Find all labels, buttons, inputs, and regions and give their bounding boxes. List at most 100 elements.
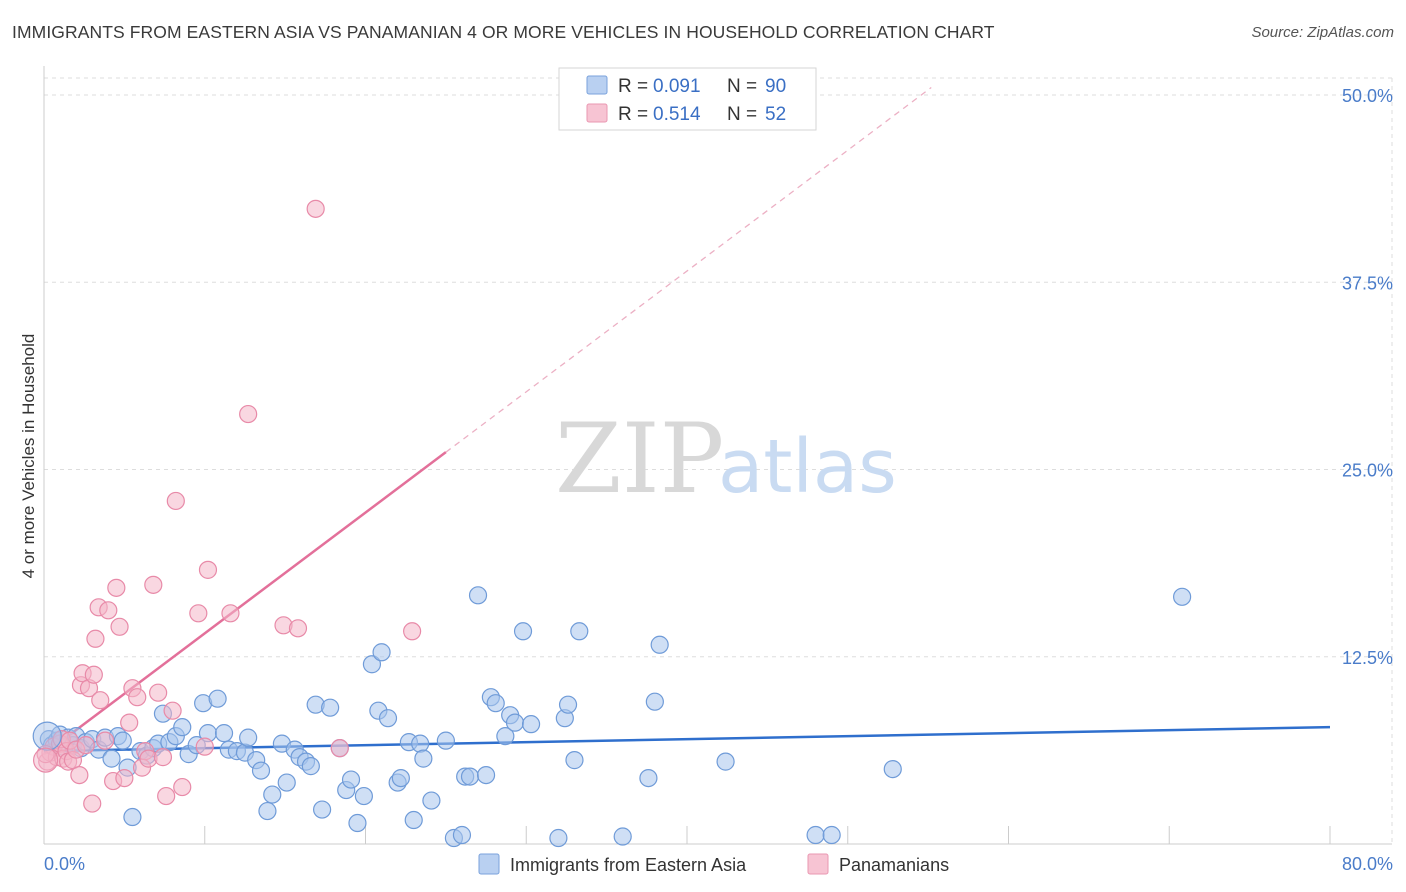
point-eastern-asia bbox=[822, 825, 841, 845]
point-panamanian bbox=[166, 491, 185, 511]
point-eastern-asia bbox=[570, 622, 589, 641]
legend-n-value-2: 52 bbox=[765, 104, 786, 125]
point-panamanian bbox=[128, 688, 147, 707]
point-eastern-asia bbox=[208, 689, 227, 708]
point-eastern-asia bbox=[214, 724, 234, 743]
point-eastern-asia bbox=[277, 773, 296, 792]
point-eastern-asia bbox=[414, 749, 433, 768]
point-eastern-asia bbox=[436, 731, 455, 750]
series-swatch-blue bbox=[478, 853, 500, 875]
y-tick-label: 25.0% bbox=[1342, 461, 1393, 481]
point-eastern-asia bbox=[806, 825, 825, 845]
y-tick-labels: 12.5% 25.0% 37.5% 50.0% bbox=[1342, 86, 1393, 668]
point-eastern-asia bbox=[513, 622, 533, 641]
point-panamanian bbox=[110, 617, 129, 636]
trend-line-eastern-asia bbox=[43, 725, 1331, 753]
point-eastern-asia bbox=[239, 728, 258, 747]
point-eastern-asia bbox=[613, 827, 632, 846]
point-eastern-asia bbox=[650, 635, 669, 654]
point-panamanian bbox=[306, 199, 325, 218]
series-legend: Immigrants from Eastern Asia Panamanians bbox=[478, 853, 949, 875]
y-axis-label: 4 or more Vehicles in Household bbox=[19, 334, 38, 579]
chart-title: IMMIGRANTS FROM EASTERN ASIA VS PANAMANI… bbox=[12, 22, 995, 42]
point-panamanian bbox=[107, 578, 126, 597]
x-tick-labels: 0.0% 80.0% bbox=[44, 854, 1393, 874]
point-eastern-asia bbox=[422, 791, 441, 810]
point-eastern-asia bbox=[32, 721, 62, 751]
point-eastern-asia bbox=[113, 731, 132, 750]
watermark: ZIP atlas bbox=[555, 403, 897, 515]
source-credit: Source: ZipAtlas.com bbox=[1251, 24, 1394, 41]
point-panamanian bbox=[33, 747, 59, 773]
point-eastern-asia bbox=[173, 718, 192, 737]
point-panamanian bbox=[83, 794, 102, 813]
legend-swatch-pink bbox=[586, 103, 608, 123]
point-panamanian bbox=[120, 713, 139, 732]
point-eastern-asia bbox=[468, 586, 488, 605]
legend-r-label-1: R = bbox=[618, 76, 648, 97]
point-eastern-asia bbox=[411, 734, 430, 753]
point-eastern-asia bbox=[486, 694, 505, 713]
point-panamanian bbox=[173, 777, 192, 797]
point-panamanian bbox=[153, 748, 173, 767]
point-panamanian bbox=[403, 622, 422, 641]
point-eastern-asia bbox=[391, 768, 410, 788]
data-points bbox=[32, 199, 1192, 848]
point-panamanian bbox=[91, 691, 110, 710]
point-eastern-asia bbox=[645, 692, 664, 711]
watermark-atlas: atlas bbox=[718, 424, 897, 510]
point-panamanian bbox=[195, 737, 214, 756]
trend-line-panamanians-projection bbox=[445, 86, 932, 453]
point-eastern-asia bbox=[452, 825, 472, 845]
point-panamanian bbox=[95, 731, 115, 750]
y-tick-label: 12.5% bbox=[1342, 648, 1393, 668]
legend-n-value-1: 90 bbox=[765, 76, 786, 97]
point-panamanian bbox=[144, 575, 163, 594]
point-panamanian bbox=[76, 736, 95, 755]
y-tick-label: 50.0% bbox=[1342, 86, 1393, 106]
legend-r-value-2: 0.514 bbox=[653, 104, 701, 125]
series-label-panamanians: Panamanians bbox=[839, 855, 949, 875]
point-eastern-asia bbox=[496, 727, 515, 746]
legend-n-label-1: N = bbox=[727, 76, 757, 97]
point-panamanian bbox=[70, 765, 89, 785]
point-eastern-asia bbox=[348, 813, 367, 833]
point-panamanian bbox=[288, 619, 308, 638]
point-eastern-asia bbox=[102, 749, 121, 768]
point-panamanian bbox=[115, 768, 134, 788]
point-eastern-asia bbox=[123, 807, 142, 827]
point-panamanian bbox=[198, 560, 218, 579]
trend-lines bbox=[43, 86, 1331, 756]
point-panamanian bbox=[163, 701, 182, 720]
point-eastern-asia bbox=[263, 785, 282, 804]
point-panamanian bbox=[84, 665, 103, 684]
x-tick-label: 80.0% bbox=[1342, 854, 1393, 874]
axes bbox=[43, 66, 1392, 845]
point-eastern-asia bbox=[378, 709, 398, 728]
point-panamanian bbox=[157, 786, 176, 806]
point-panamanian bbox=[239, 404, 258, 424]
point-panamanian bbox=[99, 601, 118, 620]
trend-line-panamanians bbox=[43, 451, 447, 756]
point-eastern-asia bbox=[639, 768, 658, 788]
point-panamanian bbox=[189, 604, 208, 623]
point-eastern-asia bbox=[521, 715, 541, 734]
legend-n-label-2: N = bbox=[727, 104, 757, 125]
point-eastern-asia bbox=[321, 698, 340, 717]
correlation-legend: R = 0.091 N = 90 R = 0.514 N = 52 bbox=[558, 67, 817, 131]
point-eastern-asia bbox=[549, 828, 568, 848]
point-panamanian bbox=[330, 739, 349, 758]
point-eastern-asia bbox=[558, 695, 578, 714]
point-eastern-asia bbox=[341, 770, 361, 789]
point-eastern-asia bbox=[372, 643, 391, 662]
point-panamanian bbox=[149, 683, 168, 702]
point-eastern-asia bbox=[258, 801, 277, 821]
x-tick-label: 0.0% bbox=[44, 854, 85, 874]
point-eastern-asia bbox=[883, 759, 902, 779]
point-eastern-asia bbox=[354, 786, 373, 806]
point-panamanian bbox=[221, 604, 240, 623]
point-eastern-asia bbox=[312, 800, 332, 819]
point-eastern-asia bbox=[251, 761, 271, 780]
point-eastern-asia bbox=[460, 767, 480, 786]
